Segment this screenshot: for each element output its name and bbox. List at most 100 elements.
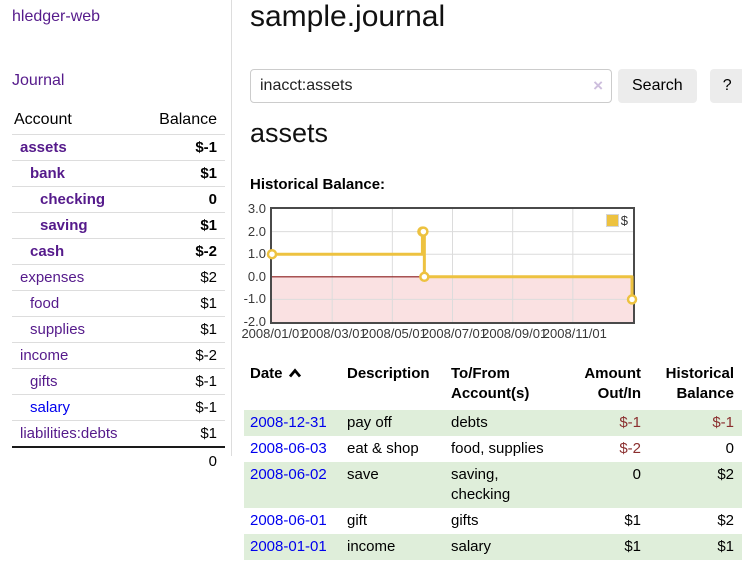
transaction-date-link[interactable]: 2008-06-01 [250, 512, 327, 529]
legend-series-label: $ [620, 213, 628, 228]
transaction-amount: 0 [632, 466, 641, 483]
account-row: saving $1 [12, 212, 225, 238]
account-balance: $1 [200, 165, 217, 182]
transaction-row: 2008-01-01 income salary $1 $1 [244, 534, 742, 560]
register-table: Date Description To/From Account(s) Amou… [244, 362, 742, 560]
account-balance: $1 [200, 295, 217, 312]
transaction-balance: $2 [717, 512, 734, 529]
search-button[interactable]: Search [618, 69, 697, 103]
account-link[interactable]: saving [40, 217, 88, 234]
transaction-description: pay off [347, 414, 392, 431]
account-balance: $2 [200, 269, 217, 286]
page-title: sample.journal [250, 0, 446, 33]
clear-search-icon[interactable]: × [593, 76, 603, 95]
transaction-balance: $-1 [712, 414, 734, 431]
accounts-table-header: Account Balance [12, 107, 225, 134]
transaction-row: 2008-06-01 gift gifts $1 $2 [244, 508, 742, 534]
account-balance: $-1 [195, 373, 217, 390]
account-link[interactable]: bank [30, 165, 66, 182]
account-balance: $1 [200, 321, 217, 338]
transaction-description: eat & shop [347, 440, 419, 457]
x-axis-tick-label: 2008/07/01 [421, 326, 488, 341]
transaction-accounts: debts [451, 414, 488, 431]
main-content: sample.journal × Search ? assets Histori… [241, 0, 742, 582]
transaction-date-link[interactable]: 2008-06-03 [250, 440, 327, 457]
account-balance: $-1 [195, 139, 217, 156]
x-axis-tick-label: 2008/05/01 [361, 326, 427, 341]
transaction-balance: $1 [717, 538, 734, 555]
account-link[interactable]: checking [40, 191, 106, 208]
transaction-row: 2008-06-02 save saving, checking 0 $2 [244, 462, 742, 508]
account-row: salary $-1 [12, 394, 225, 420]
transaction-row: 2008-06-03 eat & shop food, supplies $-2… [244, 436, 742, 462]
account-link[interactable]: income [20, 347, 69, 364]
column-header-description: Description [347, 365, 430, 382]
account-heading: assets [250, 118, 329, 148]
balance-chart-svg [266, 209, 638, 322]
y-axis-tick-label: -1.0 [243, 291, 266, 307]
account-link[interactable]: liabilities:debts [20, 425, 118, 442]
balance-chart[interactable]: $ 3.0 2.0 1.0 0.0 -1.0 -2.0 2008/01/01 2… [241, 201, 638, 341]
accounts-total-value: 0 [208, 453, 217, 470]
account-link[interactable]: food [30, 295, 60, 312]
account-link[interactable]: cash [30, 243, 65, 260]
transaction-row: 2008-12-31 pay off debts $-1 $-1 [244, 410, 742, 436]
y-axis-tick-label: 2.0 [247, 223, 266, 239]
search-input-wrap: × [250, 69, 612, 103]
chart-title: Historical Balance: [250, 176, 386, 193]
transaction-date-link[interactable]: 2008-06-02 [250, 466, 327, 483]
column-header-historical-balance: Historical Balance [665, 365, 734, 402]
account-row: liabilities:debts $1 [12, 420, 225, 446]
transaction-date-link[interactable]: 2008-01-01 [250, 538, 327, 555]
transaction-accounts: salary [451, 538, 492, 555]
x-axis-tick-label: 2008/03/01 [301, 326, 367, 341]
transaction-description: save [347, 466, 379, 483]
account-link[interactable]: assets [20, 139, 67, 156]
y-axis-tick-label: 0.0 [247, 268, 266, 284]
account-link[interactable]: expenses [20, 269, 85, 286]
transaction-balance: $2 [717, 466, 734, 483]
transaction-amount: $-2 [619, 440, 641, 457]
column-header-amount: Amount Out/In [584, 365, 641, 402]
account-row: food $1 [12, 290, 225, 316]
account-link[interactable]: gifts [30, 373, 58, 390]
transaction-amount: $1 [624, 538, 641, 555]
x-axis-tick-label: 2008/11/01 [542, 326, 607, 341]
account-link[interactable]: salary [30, 399, 71, 416]
account-row: checking 0 [12, 186, 225, 212]
account-row: cash $-2 [12, 238, 225, 264]
account-balance: $-2 [195, 243, 217, 260]
app-title-link[interactable]: hledger-web [12, 8, 101, 25]
transaction-date-link[interactable]: 2008-12-31 [250, 414, 327, 431]
sidebar-divider [231, 0, 232, 456]
account-row: bank $1 [12, 160, 225, 186]
account-balance: $-2 [195, 347, 217, 364]
account-balance: 0 [208, 191, 217, 208]
register-header-row: Date Description To/From Account(s) Amou… [244, 362, 742, 410]
y-axis-tick-label: -2.0 [243, 314, 266, 329]
transaction-accounts: food, supplies [451, 440, 544, 457]
sidebar-accounts-table: Account Balance assets $-1 bank $1 check… [12, 107, 225, 475]
sidebar: hledger-web Journal Account Balance asse… [0, 0, 231, 475]
search-input[interactable] [250, 69, 612, 103]
account-row: supplies $1 [12, 316, 225, 342]
transaction-accounts: gifts [451, 512, 479, 529]
column-header-date[interactable]: Date [244, 362, 341, 410]
account-balance: $-1 [195, 399, 217, 416]
help-button[interactable]: ? [709, 69, 742, 103]
account-row: assets $-1 [12, 134, 225, 160]
accounts-total-row: 0 [12, 446, 225, 475]
transaction-balance: 0 [725, 440, 734, 457]
sort-asc-icon [288, 368, 301, 378]
transaction-description: income [347, 538, 396, 555]
transaction-description: gift [347, 512, 368, 529]
account-balance: $1 [200, 217, 217, 234]
column-header-balance: Balance [159, 111, 217, 128]
sidebar-item-journal[interactable]: Journal [12, 72, 65, 89]
chart-legend: $ [605, 213, 628, 228]
y-axis-tick-label: 3.0 [247, 201, 266, 216]
account-balance: $1 [200, 425, 217, 442]
y-axis-tick-label: 1.0 [247, 246, 266, 262]
x-axis-tick-label: 2008/01/01 [241, 326, 307, 341]
account-link[interactable]: supplies [30, 321, 86, 338]
